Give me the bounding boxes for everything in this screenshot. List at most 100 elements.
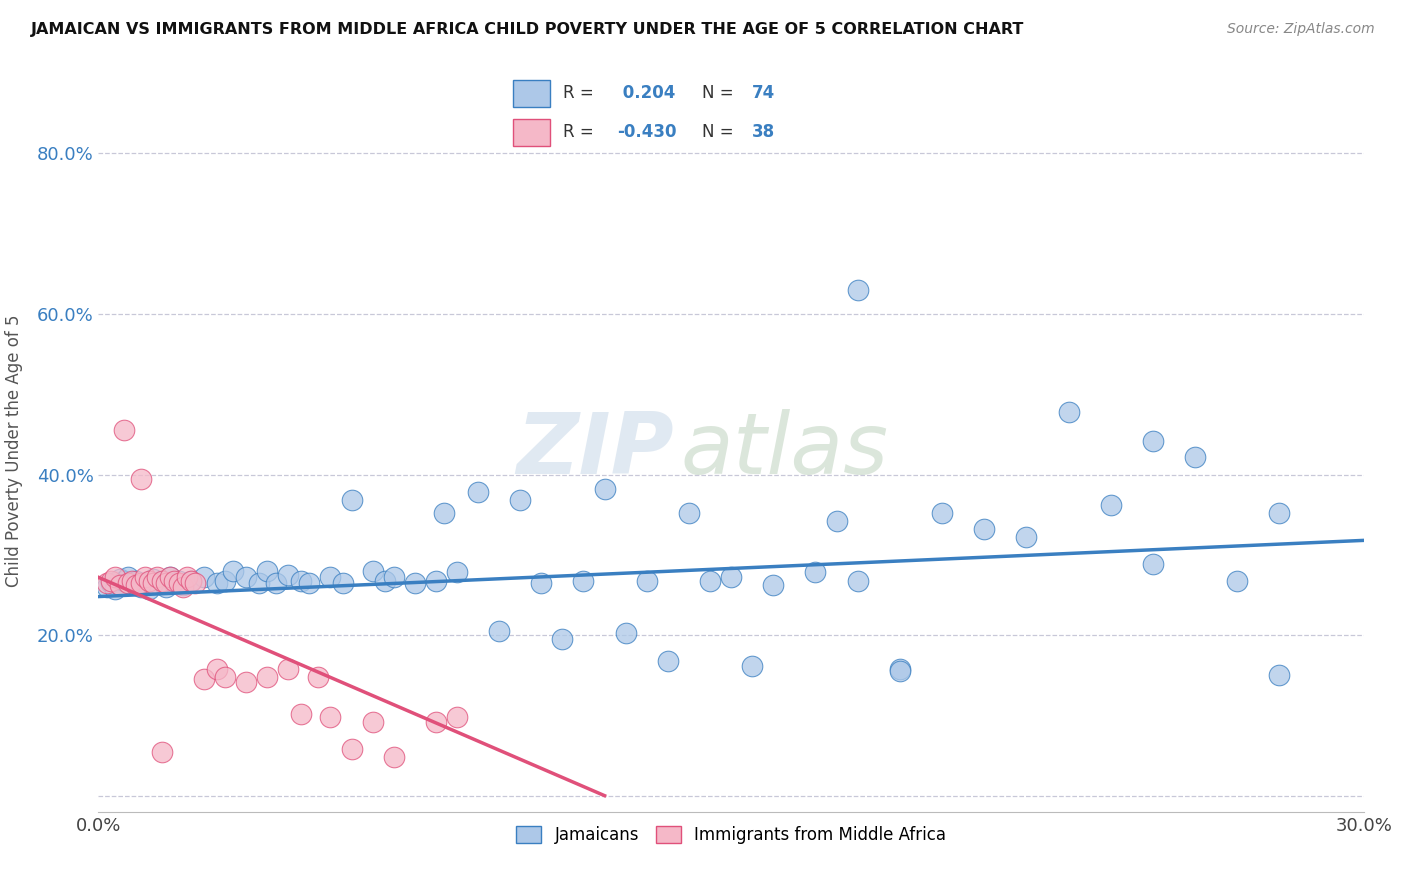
Point xyxy=(307,670,329,684)
Point xyxy=(433,506,456,520)
Point xyxy=(298,576,321,591)
Text: ZIP: ZIP xyxy=(516,409,675,492)
Point xyxy=(125,578,148,592)
Point xyxy=(256,564,278,578)
Point xyxy=(332,576,354,591)
Point xyxy=(205,662,228,676)
Text: -0.430: -0.430 xyxy=(617,123,676,141)
Point xyxy=(825,514,848,528)
Point xyxy=(319,710,342,724)
Point xyxy=(264,576,287,591)
Point xyxy=(614,626,637,640)
Point xyxy=(214,574,236,588)
Point xyxy=(205,576,228,591)
Point xyxy=(1184,450,1206,464)
Point xyxy=(108,578,131,592)
Point xyxy=(1142,558,1164,572)
Point xyxy=(108,578,131,592)
Point xyxy=(117,576,139,591)
Point xyxy=(167,576,190,591)
Point xyxy=(340,493,363,508)
Point xyxy=(121,576,143,591)
Point xyxy=(108,572,131,586)
Point xyxy=(150,744,173,758)
Point xyxy=(973,522,995,536)
Point xyxy=(1142,434,1164,448)
Point xyxy=(678,506,700,520)
Point xyxy=(741,658,763,673)
Point xyxy=(129,580,152,594)
Point xyxy=(155,580,177,594)
Text: R =: R = xyxy=(564,84,599,102)
Point xyxy=(846,574,869,588)
Point xyxy=(382,570,405,584)
Point xyxy=(180,574,202,588)
Point xyxy=(172,578,194,592)
Point xyxy=(134,570,156,584)
Point xyxy=(193,673,215,687)
Point xyxy=(155,576,177,591)
Text: N =: N = xyxy=(702,123,738,141)
Point xyxy=(163,576,186,591)
Point xyxy=(150,574,173,588)
Point xyxy=(804,566,827,580)
Text: JAMAICAN VS IMMIGRANTS FROM MIDDLE AFRICA CHILD POVERTY UNDER THE AGE OF 5 CORRE: JAMAICAN VS IMMIGRANTS FROM MIDDLE AFRIC… xyxy=(31,22,1025,37)
Point xyxy=(382,750,405,764)
Point xyxy=(374,574,396,588)
Y-axis label: Child Poverty Under the Age of 5: Child Poverty Under the Age of 5 xyxy=(4,314,22,587)
Point xyxy=(138,582,160,596)
Point xyxy=(530,576,553,591)
Point xyxy=(446,710,468,724)
Text: R =: R = xyxy=(564,123,599,141)
Point xyxy=(361,564,384,578)
Bar xyxy=(513,119,550,146)
Point xyxy=(446,566,468,580)
Point xyxy=(180,574,202,588)
Point xyxy=(172,580,194,594)
Point xyxy=(889,664,911,678)
Point xyxy=(146,576,169,591)
Text: atlas: atlas xyxy=(681,409,889,492)
Point xyxy=(256,670,278,684)
Point xyxy=(129,576,152,591)
Point xyxy=(193,570,215,584)
Text: 0.204: 0.204 xyxy=(617,84,676,102)
Point xyxy=(488,624,510,639)
Point xyxy=(222,564,245,578)
Point xyxy=(159,570,181,584)
Text: 38: 38 xyxy=(752,123,775,141)
Point xyxy=(1057,405,1080,419)
Point xyxy=(214,670,236,684)
Point xyxy=(159,570,181,584)
Point xyxy=(290,574,312,588)
Point xyxy=(96,580,118,594)
Point xyxy=(184,576,207,591)
Point xyxy=(129,471,152,485)
Point xyxy=(425,714,447,729)
Point xyxy=(425,574,447,588)
Point xyxy=(176,570,198,584)
Text: N =: N = xyxy=(702,84,738,102)
Point xyxy=(1015,530,1038,544)
Point xyxy=(340,742,363,756)
Point xyxy=(720,570,742,584)
Point xyxy=(593,482,616,496)
Point xyxy=(636,574,658,588)
Point xyxy=(247,576,270,591)
Point xyxy=(112,423,135,437)
Point xyxy=(96,576,118,591)
Point xyxy=(142,576,165,591)
Legend: Jamaicans, Immigrants from Middle Africa: Jamaicans, Immigrants from Middle Africa xyxy=(509,819,953,850)
Point xyxy=(277,662,299,676)
Point xyxy=(290,706,312,721)
Point xyxy=(121,574,143,588)
Point xyxy=(361,714,384,729)
Point xyxy=(112,574,135,588)
Point xyxy=(104,570,127,584)
Text: 74: 74 xyxy=(752,84,776,102)
Point xyxy=(572,574,595,588)
Point xyxy=(150,574,173,588)
Point xyxy=(1099,498,1122,512)
Point xyxy=(142,572,165,586)
Point xyxy=(100,576,122,591)
